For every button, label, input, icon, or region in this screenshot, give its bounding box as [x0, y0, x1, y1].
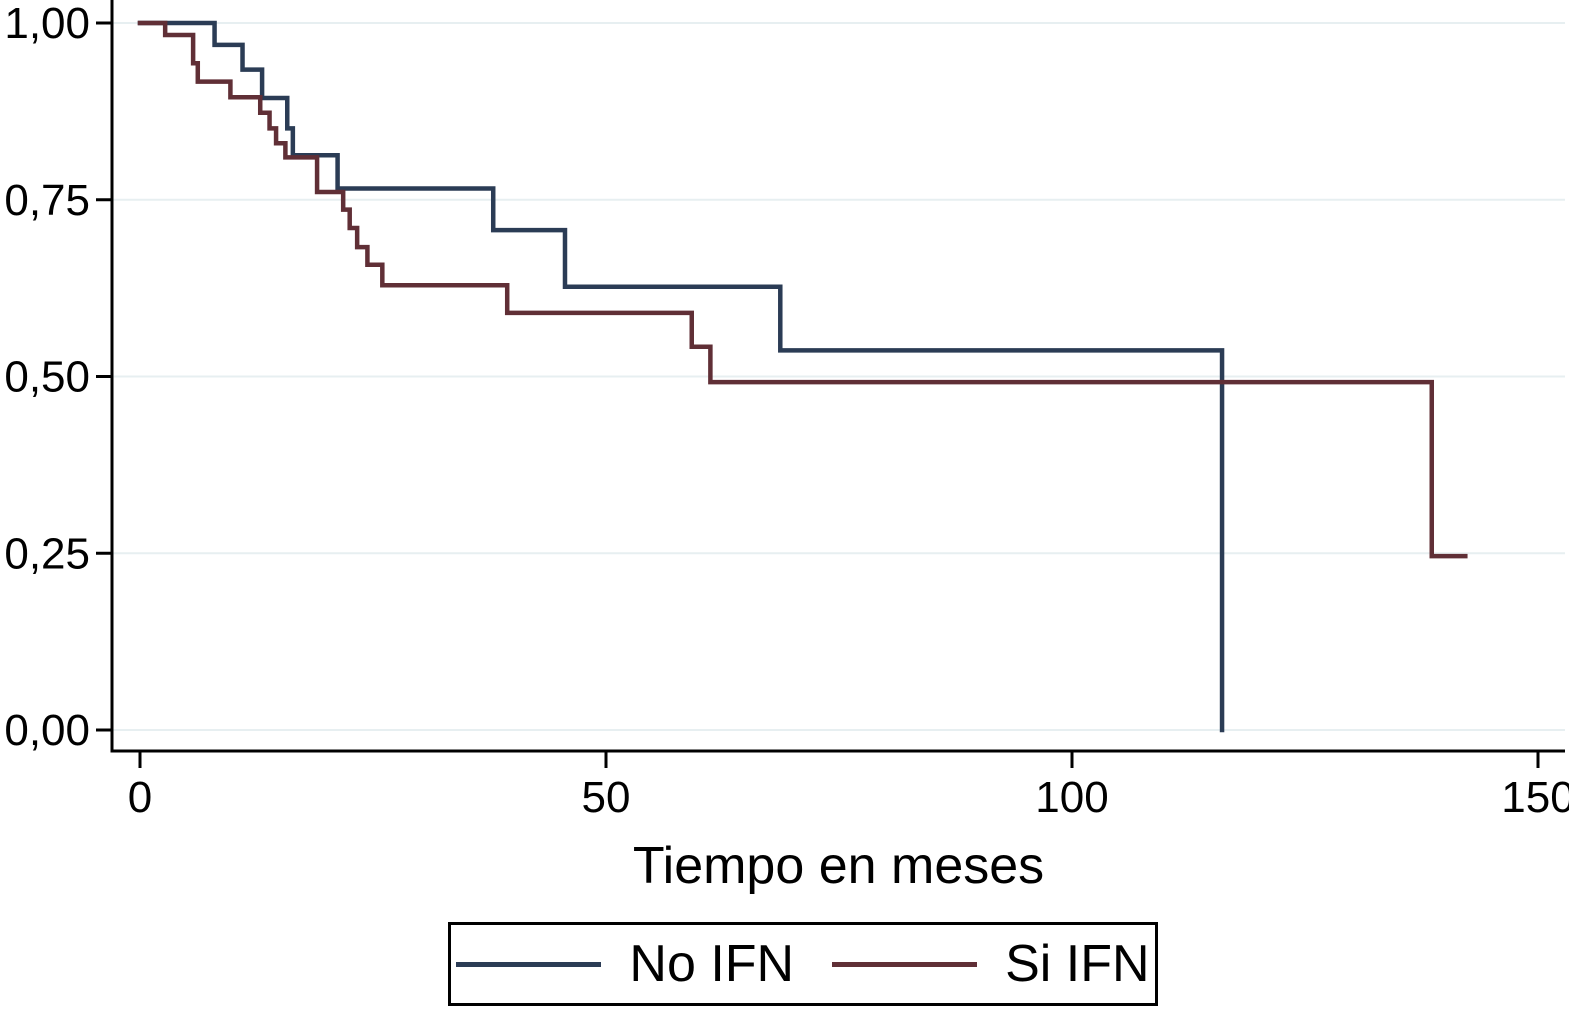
x-tick-label-0: 0 [128, 773, 152, 822]
y-tick-label-1,00: 1,00 [4, 0, 90, 48]
legend-item-no-ifn: No IFN [456, 938, 794, 990]
y-tick-label-0,75: 0,75 [4, 176, 90, 225]
x-tick-label-100: 100 [1035, 773, 1108, 822]
legend-label-si-ifn: Si IFN [1005, 935, 1150, 993]
plot-area: 1,00 0,75 0,50 0,25 0,00 0 50 100 150 [4, 0, 1569, 822]
legend-label-no-ifn: No IFN [629, 935, 795, 993]
x-tick-label-50: 50 [582, 773, 631, 822]
legend-box: No IFN Si IFN [448, 922, 1158, 1006]
curve-si-ifn [137, 20, 1468, 559]
legend-line-swatch-si-ifn [832, 961, 978, 967]
y-tick-label-0,50: 0,50 [4, 353, 90, 402]
legend-item-si-ifn: Si IFN [832, 935, 1150, 993]
legend-line-swatch-no-ifn [456, 961, 602, 967]
y-tick-label-0,00: 0,00 [4, 706, 90, 755]
y-tick-label-0,25: 0,25 [4, 529, 90, 578]
x-axis-title: Tiempo en meses [632, 837, 1045, 895]
x-tick-label-150: 150 [1501, 773, 1569, 822]
